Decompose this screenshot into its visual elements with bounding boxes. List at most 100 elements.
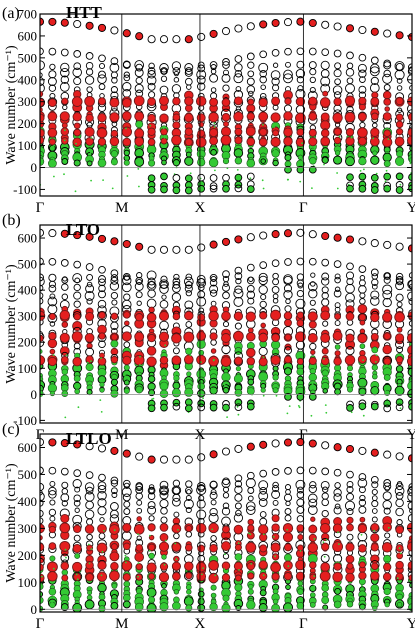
data-point — [372, 365, 378, 371]
data-point — [297, 358, 303, 364]
data-point — [262, 124, 264, 126]
data-point — [397, 520, 402, 525]
data-point — [161, 138, 167, 144]
data-point — [372, 374, 377, 379]
data-point — [202, 567, 204, 569]
data-point — [359, 54, 366, 61]
data-point — [110, 552, 119, 561]
data-point — [260, 590, 266, 596]
data-point — [226, 416, 228, 418]
data-point — [247, 332, 256, 341]
data-point — [211, 500, 216, 505]
data-point — [184, 332, 194, 342]
data-point — [247, 186, 254, 193]
data-point — [123, 356, 131, 364]
data-point — [86, 573, 94, 581]
data-point — [123, 240, 130, 247]
data-point — [397, 594, 403, 600]
data-point — [74, 525, 81, 532]
data-point — [53, 354, 55, 356]
data-point — [62, 369, 68, 375]
data-point — [86, 501, 94, 509]
data-point — [285, 356, 292, 363]
data-point — [263, 188, 265, 190]
data-point — [251, 155, 253, 157]
data-point — [311, 415, 313, 417]
data-point — [322, 597, 329, 604]
data-point — [373, 123, 378, 128]
data-point — [346, 313, 354, 321]
data-point — [87, 390, 92, 395]
data-point — [397, 553, 403, 559]
data-point — [322, 585, 329, 592]
data-point — [235, 236, 242, 243]
data-point — [101, 411, 103, 413]
data-point — [347, 593, 349, 595]
data-point — [186, 348, 193, 355]
data-point — [359, 238, 366, 245]
data-point — [346, 555, 354, 563]
data-point — [309, 440, 316, 447]
data-point — [223, 322, 228, 327]
data-point — [322, 49, 329, 56]
data-point — [50, 294, 55, 299]
data-point — [201, 574, 203, 576]
data-point — [99, 266, 106, 273]
data-point — [248, 532, 250, 534]
data-point — [48, 78, 56, 86]
data-point — [371, 187, 378, 194]
data-point — [135, 157, 144, 166]
data-point — [111, 562, 119, 570]
data-point — [137, 168, 139, 170]
data-point — [235, 554, 242, 561]
data-point — [149, 596, 151, 598]
data-point — [149, 550, 151, 552]
data-point — [250, 177, 252, 179]
data-point — [297, 545, 303, 551]
data-point — [335, 151, 340, 156]
data-point — [111, 334, 117, 340]
data-point — [361, 585, 363, 587]
data-point — [396, 508, 404, 516]
data-point — [285, 334, 291, 340]
data-point — [311, 187, 313, 189]
data-point — [187, 375, 189, 377]
data-point — [371, 544, 378, 551]
data-point — [247, 53, 254, 60]
data-point — [286, 585, 291, 590]
data-point — [198, 545, 205, 552]
data-point — [297, 439, 304, 446]
data-point — [323, 358, 325, 360]
data-point — [238, 414, 240, 416]
data-point — [286, 556, 288, 558]
data-point — [135, 129, 144, 138]
data-point — [49, 274, 56, 281]
data-point — [320, 523, 330, 533]
data-point — [334, 469, 341, 476]
data-point — [246, 542, 256, 552]
data-point — [273, 500, 278, 505]
data-point — [125, 128, 127, 130]
data-point — [383, 298, 391, 306]
data-point — [248, 573, 254, 579]
data-point — [135, 61, 144, 70]
data-point — [148, 186, 155, 193]
data-point — [173, 348, 179, 354]
data-point — [363, 415, 365, 417]
data-point — [338, 366, 340, 368]
data-point — [160, 300, 168, 308]
data-point — [86, 472, 93, 479]
data-point — [259, 604, 267, 612]
data-point — [358, 113, 366, 121]
panel-title: LTLO — [66, 429, 112, 448]
data-point — [74, 162, 76, 164]
data-point — [376, 587, 378, 589]
data-point — [334, 137, 341, 144]
data-point — [222, 312, 231, 321]
data-point — [160, 390, 168, 398]
data-point — [186, 525, 192, 531]
y-tick-label: 0 — [31, 602, 38, 617]
data-point — [172, 85, 180, 93]
data-point — [285, 485, 290, 490]
